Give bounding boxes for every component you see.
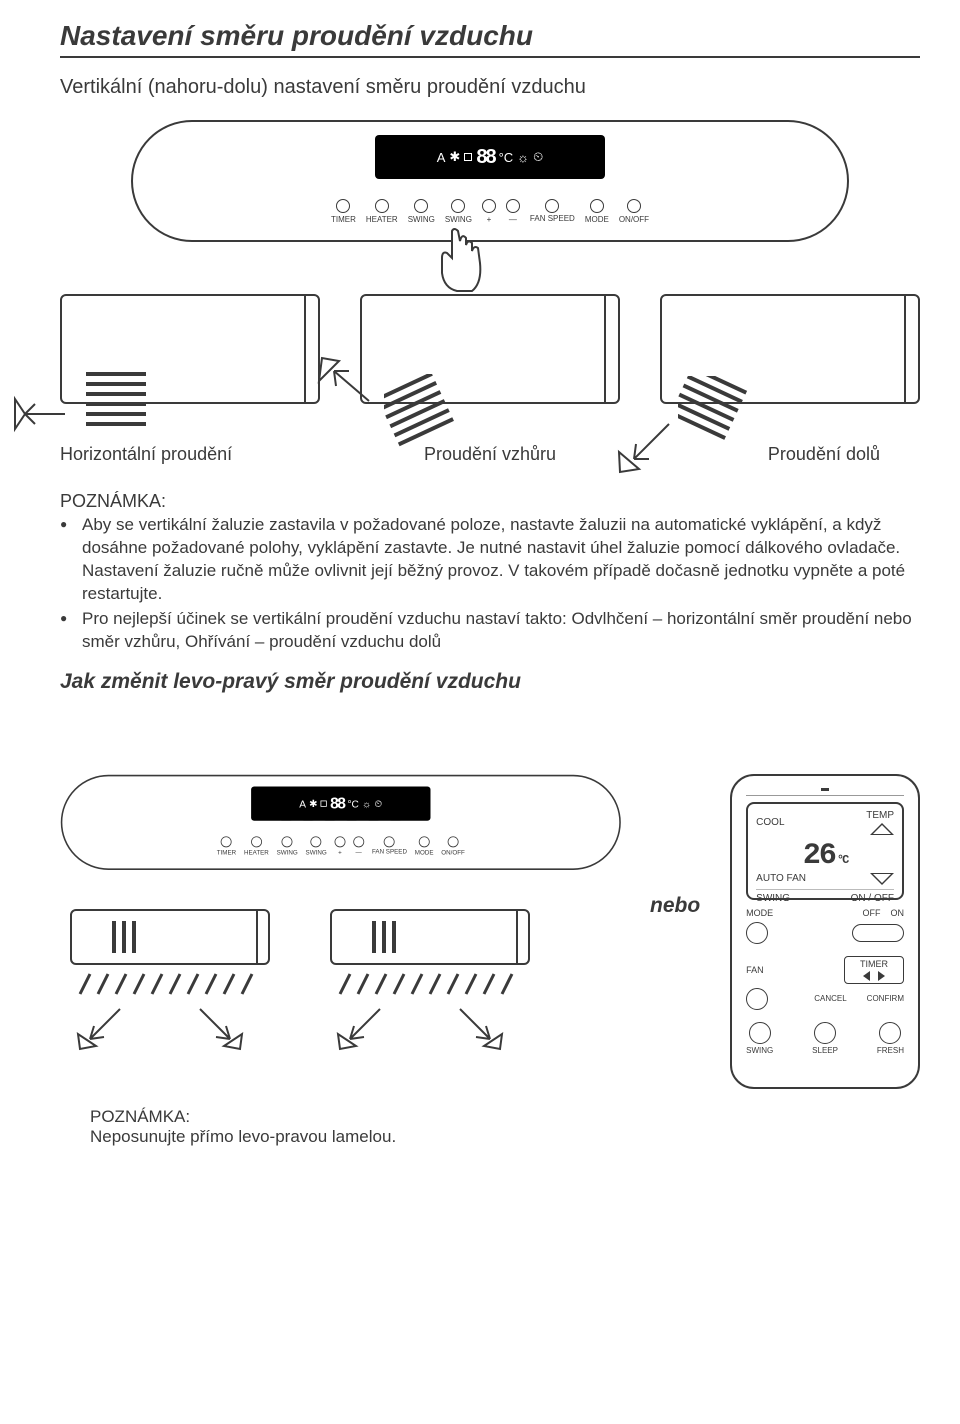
bottom-note-title: POZNÁMKA: bbox=[90, 1107, 920, 1127]
bottom-section: A ✱ 88 °C ☼ ⏲ TIMER HEATER SWING SWING + bbox=[60, 774, 920, 1089]
display-icon-a: A bbox=[437, 150, 446, 165]
vanes-horizontal-icon bbox=[86, 368, 176, 438]
note-list: Aby se vertikální žaluzie zastavila v po… bbox=[60, 514, 920, 654]
hatches-right-icon bbox=[330, 969, 530, 999]
btn-swing2-s[interactable]: SWING bbox=[306, 836, 327, 856]
note-title: POZNÁMKA: bbox=[60, 491, 920, 512]
remote-temp-label: TEMP bbox=[866, 810, 894, 821]
btn-plus[interactable]: + bbox=[482, 199, 496, 224]
small-unit-left bbox=[70, 909, 270, 1059]
remote-fresh-button[interactable] bbox=[879, 1022, 901, 1044]
remote-fan-button[interactable] bbox=[746, 988, 768, 1010]
bottom-arrows-left-icon bbox=[70, 1004, 250, 1054]
remote-timer-left-icon[interactable] bbox=[863, 971, 870, 981]
airflow-labels-row: Horizontální proudění Proudění vzhůru Pr… bbox=[60, 444, 920, 465]
subtitle: Vertikální (nahoru-dolu) nastavení směru… bbox=[60, 76, 920, 99]
airflow-units-row bbox=[60, 294, 920, 404]
remote-fan-label: FAN bbox=[746, 965, 786, 975]
note-item-1: Aby se vertikální žaluzie zastavila v po… bbox=[60, 514, 920, 606]
display-arcs bbox=[409, 173, 571, 179]
display-icon-fan: ✱ bbox=[449, 149, 460, 165]
unit-up bbox=[360, 294, 620, 404]
bottom-note: POZNÁMKA: Neposunujte přímo levo-pravou … bbox=[90, 1107, 920, 1147]
remote-cool-label: COOL bbox=[756, 817, 784, 828]
btn-swing-2[interactable]: SWING bbox=[445, 199, 472, 224]
remote-screen: COOL TEMP 26°C AUTO FAN SWING ON / OFF bbox=[746, 802, 904, 900]
remote-digits: 26 bbox=[803, 839, 835, 873]
btn-fanspeed-s[interactable]: FAN SPEED bbox=[372, 836, 407, 856]
btn-swing-1[interactable]: SWING bbox=[408, 199, 435, 224]
btn-heater[interactable]: HEATER bbox=[366, 199, 398, 224]
remote-temp-up-icon[interactable] bbox=[870, 823, 894, 835]
remote-cancel-label: CANCEL bbox=[814, 994, 846, 1003]
remote-control: COOL TEMP 26°C AUTO FAN SWING ON / OFF M… bbox=[730, 774, 920, 1089]
remote-on-label: ON bbox=[891, 908, 905, 918]
remote-mode-button[interactable] bbox=[746, 922, 768, 944]
remote-timer-box[interactable]: TIMER bbox=[844, 956, 904, 984]
btn-mode-s[interactable]: MODE bbox=[415, 836, 434, 856]
btn-swing1-s[interactable]: SWING bbox=[277, 836, 298, 856]
remote-unit: °C bbox=[837, 853, 847, 867]
control-panel-top: A ✱ 88 °C ☼ ⏲ TIMER HEATER SWING SWING +… bbox=[130, 119, 850, 274]
vanes-up-icon bbox=[384, 374, 484, 454]
vanes-down-icon bbox=[678, 376, 778, 466]
remote-temp-down-icon[interactable] bbox=[870, 873, 894, 885]
display-digits: 88 bbox=[476, 146, 494, 169]
remote-off-label: OFF bbox=[863, 908, 881, 918]
btn-mode[interactable]: MODE bbox=[585, 199, 609, 224]
display-icon-sun: ☼ bbox=[517, 150, 529, 165]
remote-fresh-label: FRESH bbox=[877, 1046, 904, 1055]
btn-onoff[interactable]: ON/OFF bbox=[619, 199, 649, 224]
display-icon-timer: ⏲ bbox=[533, 149, 543, 165]
bottom-note-text: Neposunujte přímo levo-pravou lamelou. bbox=[90, 1127, 920, 1147]
arrow-up-icon bbox=[314, 356, 384, 416]
btn-heater-s[interactable]: HEATER bbox=[244, 836, 269, 856]
btn-fan-speed[interactable]: FAN SPEED bbox=[530, 199, 575, 224]
unit-horizontal bbox=[60, 294, 320, 404]
label-horizontal: Horizontální proudění bbox=[60, 444, 320, 465]
btn-onoff-s[interactable]: ON/OFF bbox=[441, 836, 465, 856]
remote-ir-window bbox=[746, 786, 904, 796]
remote-swing2-label: SWING bbox=[746, 1046, 773, 1055]
display-icon-c: °C bbox=[499, 150, 514, 165]
section2-title: Jak změnit levo-pravý směr proudění vzdu… bbox=[60, 670, 920, 694]
control-panel-bottom: A ✱ 88 °C ☼ ⏲ TIMER HEATER SWING SWING + bbox=[60, 774, 622, 895]
arrow-down-icon bbox=[614, 414, 684, 484]
remote-autofan-label: AUTO FAN bbox=[756, 873, 806, 884]
arrow-horizontal-icon bbox=[10, 394, 70, 434]
btn-plus-s[interactable]: + bbox=[334, 836, 345, 856]
remote-onoff-label: ON / OFF bbox=[851, 893, 894, 904]
remote-swing-label: SWING bbox=[756, 893, 790, 904]
small-unit-right bbox=[330, 909, 530, 1059]
display-sub-icon-1 bbox=[464, 153, 472, 161]
hatches-left-icon bbox=[70, 969, 270, 999]
btn-timer[interactable]: TIMER bbox=[331, 199, 356, 224]
remote-onoff-slider[interactable] bbox=[852, 924, 904, 942]
note-item-2: Pro nejlepší účinek se vertikální proudě… bbox=[60, 608, 920, 654]
bottom-units-row bbox=[70, 909, 600, 1059]
btn-minus-s[interactable]: — bbox=[353, 836, 364, 856]
unit-down bbox=[660, 294, 920, 404]
btn-timer-s[interactable]: TIMER bbox=[217, 836, 236, 856]
remote-sleep-label: SLEEP bbox=[812, 1046, 838, 1055]
panel-button-row: TIMER HEATER SWING SWING + — FAN SPEED M… bbox=[130, 199, 850, 224]
btn-minus[interactable]: — bbox=[506, 199, 520, 224]
remote-confirm-label: CONFIRM bbox=[867, 994, 904, 1003]
nebo-label: nebo bbox=[650, 894, 700, 1089]
remote-timer-right-icon[interactable] bbox=[878, 971, 885, 981]
page-title: Nastavení směru proudění vzduchu bbox=[60, 20, 920, 58]
remote-mode-label: MODE bbox=[746, 908, 786, 918]
bottom-arrows-right-icon bbox=[330, 1004, 510, 1054]
remote-sleep-button[interactable] bbox=[814, 1022, 836, 1044]
remote-swing-button[interactable] bbox=[749, 1022, 771, 1044]
hand-pointer-icon bbox=[422, 223, 492, 303]
